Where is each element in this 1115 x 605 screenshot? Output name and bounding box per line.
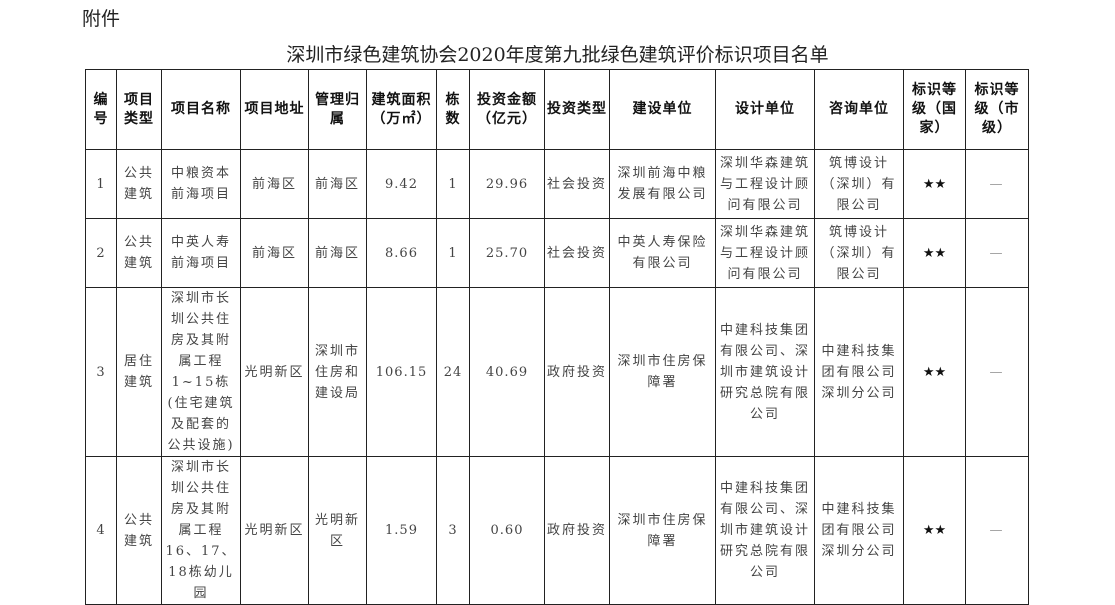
table-cell: — bbox=[965, 287, 1029, 457]
table-row: 4 公共建筑 深圳市长圳公共住房及其附属工程16、17、18栋幼儿园 光明新区 光明新区… bbox=[85, 456, 1029, 605]
table-cell: 1 bbox=[85, 149, 117, 219]
table-cell: 深圳华森建筑与工程设计顾问有限公司 bbox=[715, 149, 815, 219]
table-cell: 106.15 bbox=[366, 287, 437, 457]
table-cell: 光明新区 bbox=[308, 456, 367, 605]
table-cell: 前海区 bbox=[308, 218, 367, 288]
table-cell: 中建科技集团有限公司、深圳市建筑设计研究总院有限公司 bbox=[715, 287, 815, 457]
project-table: 编号 项目类型 项目名称 项目地址 管理归属 建筑面积（万㎡） 栋数 投资金额（亿元） 投资类型… bbox=[85, 69, 1029, 605]
table-cell: 25.70 bbox=[469, 218, 545, 288]
table-cell: 4 bbox=[85, 456, 117, 605]
table-cell: 深圳市住房保障署 bbox=[609, 287, 716, 457]
table-cell: 深圳市住房和建设局 bbox=[308, 287, 367, 457]
column-header: 标识等级（市级） bbox=[965, 69, 1029, 150]
table-cell: 前海区 bbox=[240, 149, 309, 219]
table-cell: 24 bbox=[436, 287, 470, 457]
table-cell: 筑博设计（深圳）有限公司 bbox=[814, 149, 904, 219]
column-header: 项目名称 bbox=[161, 69, 241, 150]
column-header: 投资金额（亿元） bbox=[469, 69, 545, 150]
table-cell: ★★ bbox=[903, 456, 966, 605]
table-cell: 3 bbox=[436, 456, 470, 605]
table-cell: 0.60 bbox=[469, 456, 545, 605]
table-cell: 深圳华森建筑与工程设计顾问有限公司 bbox=[715, 218, 815, 288]
table-cell: 中粮资本前海项目 bbox=[161, 149, 241, 219]
table-cell: 政府投资 bbox=[544, 456, 610, 605]
table-cell: 筑博设计（深圳）有限公司 bbox=[814, 218, 904, 288]
table-cell: 前海区 bbox=[308, 149, 367, 219]
table-cell: 3 bbox=[85, 287, 117, 457]
column-header: 项目地址 bbox=[240, 69, 309, 150]
column-header: 项目类型 bbox=[116, 69, 162, 150]
table-cell: 中建科技集团有限公司、深圳市建筑设计研究总院有限公司 bbox=[715, 456, 815, 605]
table-cell: 公共建筑 bbox=[116, 218, 162, 288]
table-row: 1 公共建筑 中粮资本前海项目 前海区 前海区 9.42 1 29.96 社会投资 深圳前海中粮发… bbox=[85, 149, 1029, 219]
table-cell: — bbox=[965, 149, 1029, 219]
table-cell: — bbox=[965, 456, 1029, 605]
table-cell: ★★ bbox=[903, 287, 966, 457]
table-cell: 40.69 bbox=[469, 287, 545, 457]
column-header: 建设单位 bbox=[609, 69, 716, 150]
table-cell: 中英人寿保险有限公司 bbox=[609, 218, 716, 288]
table-cell: ★★ bbox=[903, 218, 966, 288]
column-header: 设计单位 bbox=[715, 69, 815, 150]
table-cell: 光明新区 bbox=[240, 456, 309, 605]
table-cell: 深圳前海中粮发展有限公司 bbox=[609, 149, 716, 219]
table-cell: 中建科技集团有限公司深圳分公司 bbox=[814, 287, 904, 457]
table-cell: 社会投资 bbox=[544, 149, 610, 219]
column-header: 标识等级（国家） bbox=[903, 69, 966, 150]
document-title: 深圳市绿色建筑协会2020年度第九批绿色建筑评价标识项目名单 bbox=[286, 44, 829, 66]
column-header: 建筑面积（万㎡） bbox=[366, 69, 437, 150]
table-cell: 1 bbox=[436, 149, 470, 219]
table-cell: 2 bbox=[85, 218, 117, 288]
column-header: 管理归属 bbox=[308, 69, 367, 150]
column-header: 编号 bbox=[85, 69, 117, 150]
table-cell: 公共建筑 bbox=[116, 149, 162, 219]
attachment-label: 附件 bbox=[82, 8, 121, 30]
table-cell: 前海区 bbox=[240, 218, 309, 288]
table-cell: 8.66 bbox=[366, 218, 437, 288]
table-cell: 1.59 bbox=[366, 456, 437, 605]
table-cell: 政府投资 bbox=[544, 287, 610, 457]
table-cell: 公共建筑 bbox=[116, 456, 162, 605]
table-cell: — bbox=[965, 218, 1029, 288]
table-row: 3 居住建筑 深圳市长圳公共住房及其附属工程1~15栋(住宅建筑及配套的公共设施) 光… bbox=[85, 287, 1029, 457]
table-cell: 社会投资 bbox=[544, 218, 610, 288]
table-row: 2 公共建筑 中英人寿前海项目 前海区 前海区 8.66 1 25.70 社会投资 中英人寿保险有… bbox=[85, 218, 1029, 288]
table-cell: 29.96 bbox=[469, 149, 545, 219]
table-cell: 深圳市长圳公共住房及其附属工程16、17、18栋幼儿园 bbox=[161, 456, 241, 605]
table-cell: 光明新区 bbox=[240, 287, 309, 457]
table-cell: 深圳市住房保障署 bbox=[609, 456, 716, 605]
table-cell: 1 bbox=[436, 218, 470, 288]
column-header: 咨询单位 bbox=[814, 69, 904, 150]
table-cell: 中建科技集团有限公司深圳分公司 bbox=[814, 456, 904, 605]
column-header: 投资类型 bbox=[544, 69, 610, 150]
table-cell: 深圳市长圳公共住房及其附属工程1~15栋(住宅建筑及配套的公共设施) bbox=[161, 287, 241, 457]
table-cell: 中英人寿前海项目 bbox=[161, 218, 241, 288]
table-cell: 居住建筑 bbox=[116, 287, 162, 457]
column-header: 栋数 bbox=[436, 69, 470, 150]
table-cell: ★★ bbox=[903, 149, 966, 219]
table-cell: 9.42 bbox=[366, 149, 437, 219]
